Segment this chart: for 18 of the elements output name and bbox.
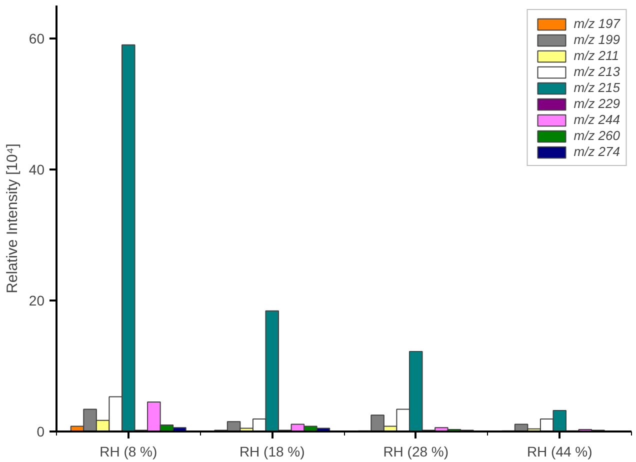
legend-label: m/z 211 <box>574 48 620 63</box>
y-tick-label: 40 <box>28 161 45 178</box>
legend-label: m/z 215 <box>574 80 620 95</box>
legend-label: m/z 213 <box>574 64 620 79</box>
x-tick-label: RH (8 %) <box>100 444 158 460</box>
legend-label: m/z 197 <box>574 16 620 31</box>
x-tick-label: RH (18 %) <box>239 444 305 460</box>
y-axis-title: Relative Intensity [10⁴] <box>4 144 21 294</box>
y-tick-label: 20 <box>28 292 45 308</box>
legend-label: m/z 244 <box>574 112 620 127</box>
y-tick-label: 0 <box>36 424 45 440</box>
legend-label: m/z 199 <box>574 32 620 47</box>
legend-label: m/z 260 <box>574 128 620 143</box>
legend-label: m/z 229 <box>574 96 620 111</box>
x-tick-label: RH (28 %) <box>383 444 449 460</box>
y-tick-label: 60 <box>28 30 45 46</box>
x-tick-label: RH (44 %) <box>526 444 592 460</box>
legend-label: m/z 274 <box>574 144 620 159</box>
